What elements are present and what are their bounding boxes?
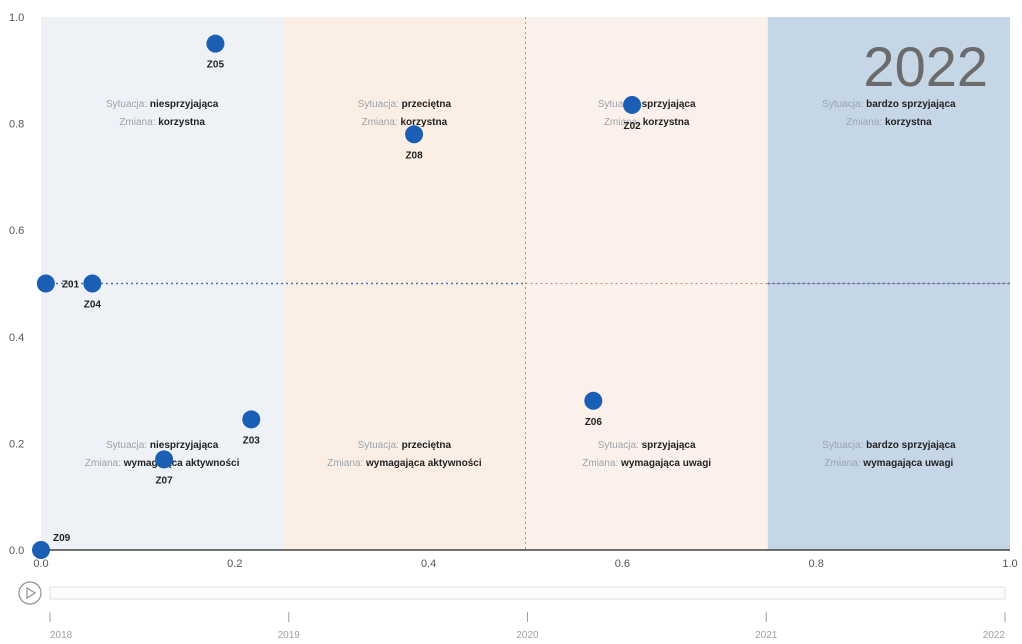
point-label: Z05	[207, 60, 225, 71]
y-tick-label: 0.2	[9, 438, 24, 450]
zone-label-change: Zmiana: wymagająca uwagi	[824, 458, 953, 469]
y-tick-label: 0.6	[9, 225, 24, 237]
point-label: Z08	[405, 150, 423, 161]
zone-label-situation: Sytuacja: przeciętna	[358, 440, 452, 451]
x-tick-label: 0.4	[421, 558, 436, 570]
point-label: Z01	[62, 280, 80, 291]
point-z08[interactable]	[405, 125, 424, 144]
zone-labels: Sytuacja: niesprzyjająca Zmiana: korzystn…	[85, 99, 956, 469]
point-z02[interactable]	[623, 95, 642, 114]
point-z09[interactable]	[32, 541, 50, 559]
x-tick-label: 0.8	[809, 558, 824, 570]
zone-2	[283, 17, 526, 550]
point-label: Z02	[623, 121, 641, 132]
point-z07[interactable]	[155, 450, 174, 469]
play-button[interactable]	[18, 581, 42, 605]
zone-label-situation: Sytuacja: bardzo sprzyjająca	[822, 99, 956, 110]
zone-label-change: Zmiana: wymagająca uwagi	[582, 458, 711, 469]
point-z05[interactable]	[206, 34, 225, 53]
point-z03[interactable]	[242, 410, 261, 429]
x-tick-label: 0.6	[615, 558, 630, 570]
timeline-year-label[interactable]: 2022	[983, 630, 1006, 641]
zone-label-situation: Sytuacja: sprzyjająca	[598, 440, 696, 451]
point-z04[interactable]	[83, 274, 102, 293]
y-tick-label: 0.4	[9, 332, 24, 344]
timeline-year-label[interactable]: 2018	[50, 630, 73, 641]
zone-label-change: Zmiana: korzystna	[119, 117, 205, 128]
y-axis: 0.0 0.2 0.4 0.6 0.8 1.0	[9, 12, 24, 557]
zone-label-change: Zmiana: korzystna	[846, 117, 932, 128]
timeline-year-label[interactable]: 2021	[755, 630, 778, 641]
reference-lines	[41, 17, 1010, 550]
point-label: Z09	[53, 533, 71, 544]
y-tick-label: 0.8	[9, 119, 24, 131]
timeline-year-label[interactable]: 2020	[516, 630, 539, 641]
x-tick-label: 0.2	[227, 558, 242, 570]
timeline: 2018 2019 2020 2021 2022	[18, 581, 1006, 641]
y-tick-label: 0.0	[9, 545, 24, 557]
data-points: Z05 Z08 Z02 Z01 Z04 Z03 Z07 Z06 Z09	[32, 34, 642, 559]
play-icon	[26, 586, 37, 600]
point-label: Z06	[585, 417, 603, 428]
point-label: Z07	[155, 475, 173, 486]
timeline-ticks: 2018 2019 2020 2021 2022	[49, 612, 1006, 641]
zone-label-change: Zmiana: wymagająca aktywności	[327, 458, 482, 469]
zone-label-change: Zmiana: wymagająca aktywności	[85, 458, 240, 469]
point-z06[interactable]	[584, 391, 603, 410]
point-label: Z03	[243, 435, 261, 446]
zone-label-situation: Sytuacja: niesprzyjająca	[106, 99, 219, 110]
point-z01[interactable]	[36, 274, 55, 293]
timeline-track[interactable]	[49, 586, 1006, 600]
y-tick-label: 1.0	[9, 12, 24, 24]
zone-label-situation: Sytuacja: niesprzyjająca	[106, 440, 219, 451]
zone-label-situation: Sytuacja: sprzyjająca	[598, 99, 696, 110]
zone-label-situation: Sytuacja: bardzo sprzyjająca	[822, 440, 956, 451]
current-year-label: 2022	[863, 35, 988, 98]
timeline-year-label[interactable]: 2019	[278, 630, 301, 641]
zone-label-change: Zmiana: korzystna	[362, 117, 448, 128]
zone-label-change: Zmiana: korzystna	[604, 117, 690, 128]
zone-label-situation: Sytuacja: przeciętna	[358, 99, 452, 110]
x-tick-label: 1.0	[1002, 558, 1017, 570]
x-tick-label: 0.0	[33, 558, 48, 570]
point-label: Z04	[84, 300, 102, 311]
x-axis: 0.0 0.2 0.4 0.6 0.8 1.0	[33, 549, 1018, 570]
